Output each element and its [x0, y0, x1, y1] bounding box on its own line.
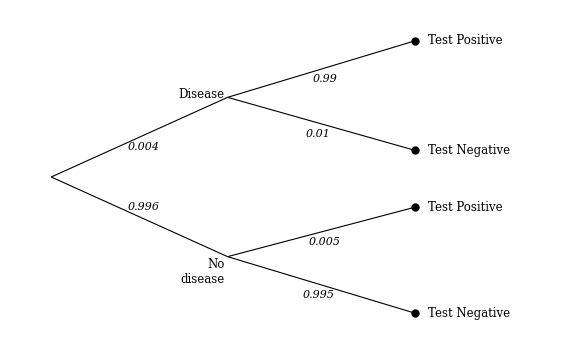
- Text: Disease: Disease: [179, 88, 225, 102]
- Text: 0.004: 0.004: [128, 142, 160, 153]
- Text: 0.995: 0.995: [302, 290, 335, 301]
- Text: 0.996: 0.996: [128, 201, 160, 212]
- Text: No
disease: No disease: [180, 258, 225, 286]
- Text: Test Positive: Test Positive: [428, 201, 502, 213]
- Text: 0.99: 0.99: [312, 74, 337, 85]
- Text: Test Negative: Test Negative: [428, 144, 510, 157]
- Text: 0.005: 0.005: [308, 237, 340, 247]
- Text: Test Positive: Test Positive: [428, 34, 502, 47]
- Text: 0.01: 0.01: [306, 129, 331, 139]
- Text: Test Negative: Test Negative: [428, 307, 510, 320]
